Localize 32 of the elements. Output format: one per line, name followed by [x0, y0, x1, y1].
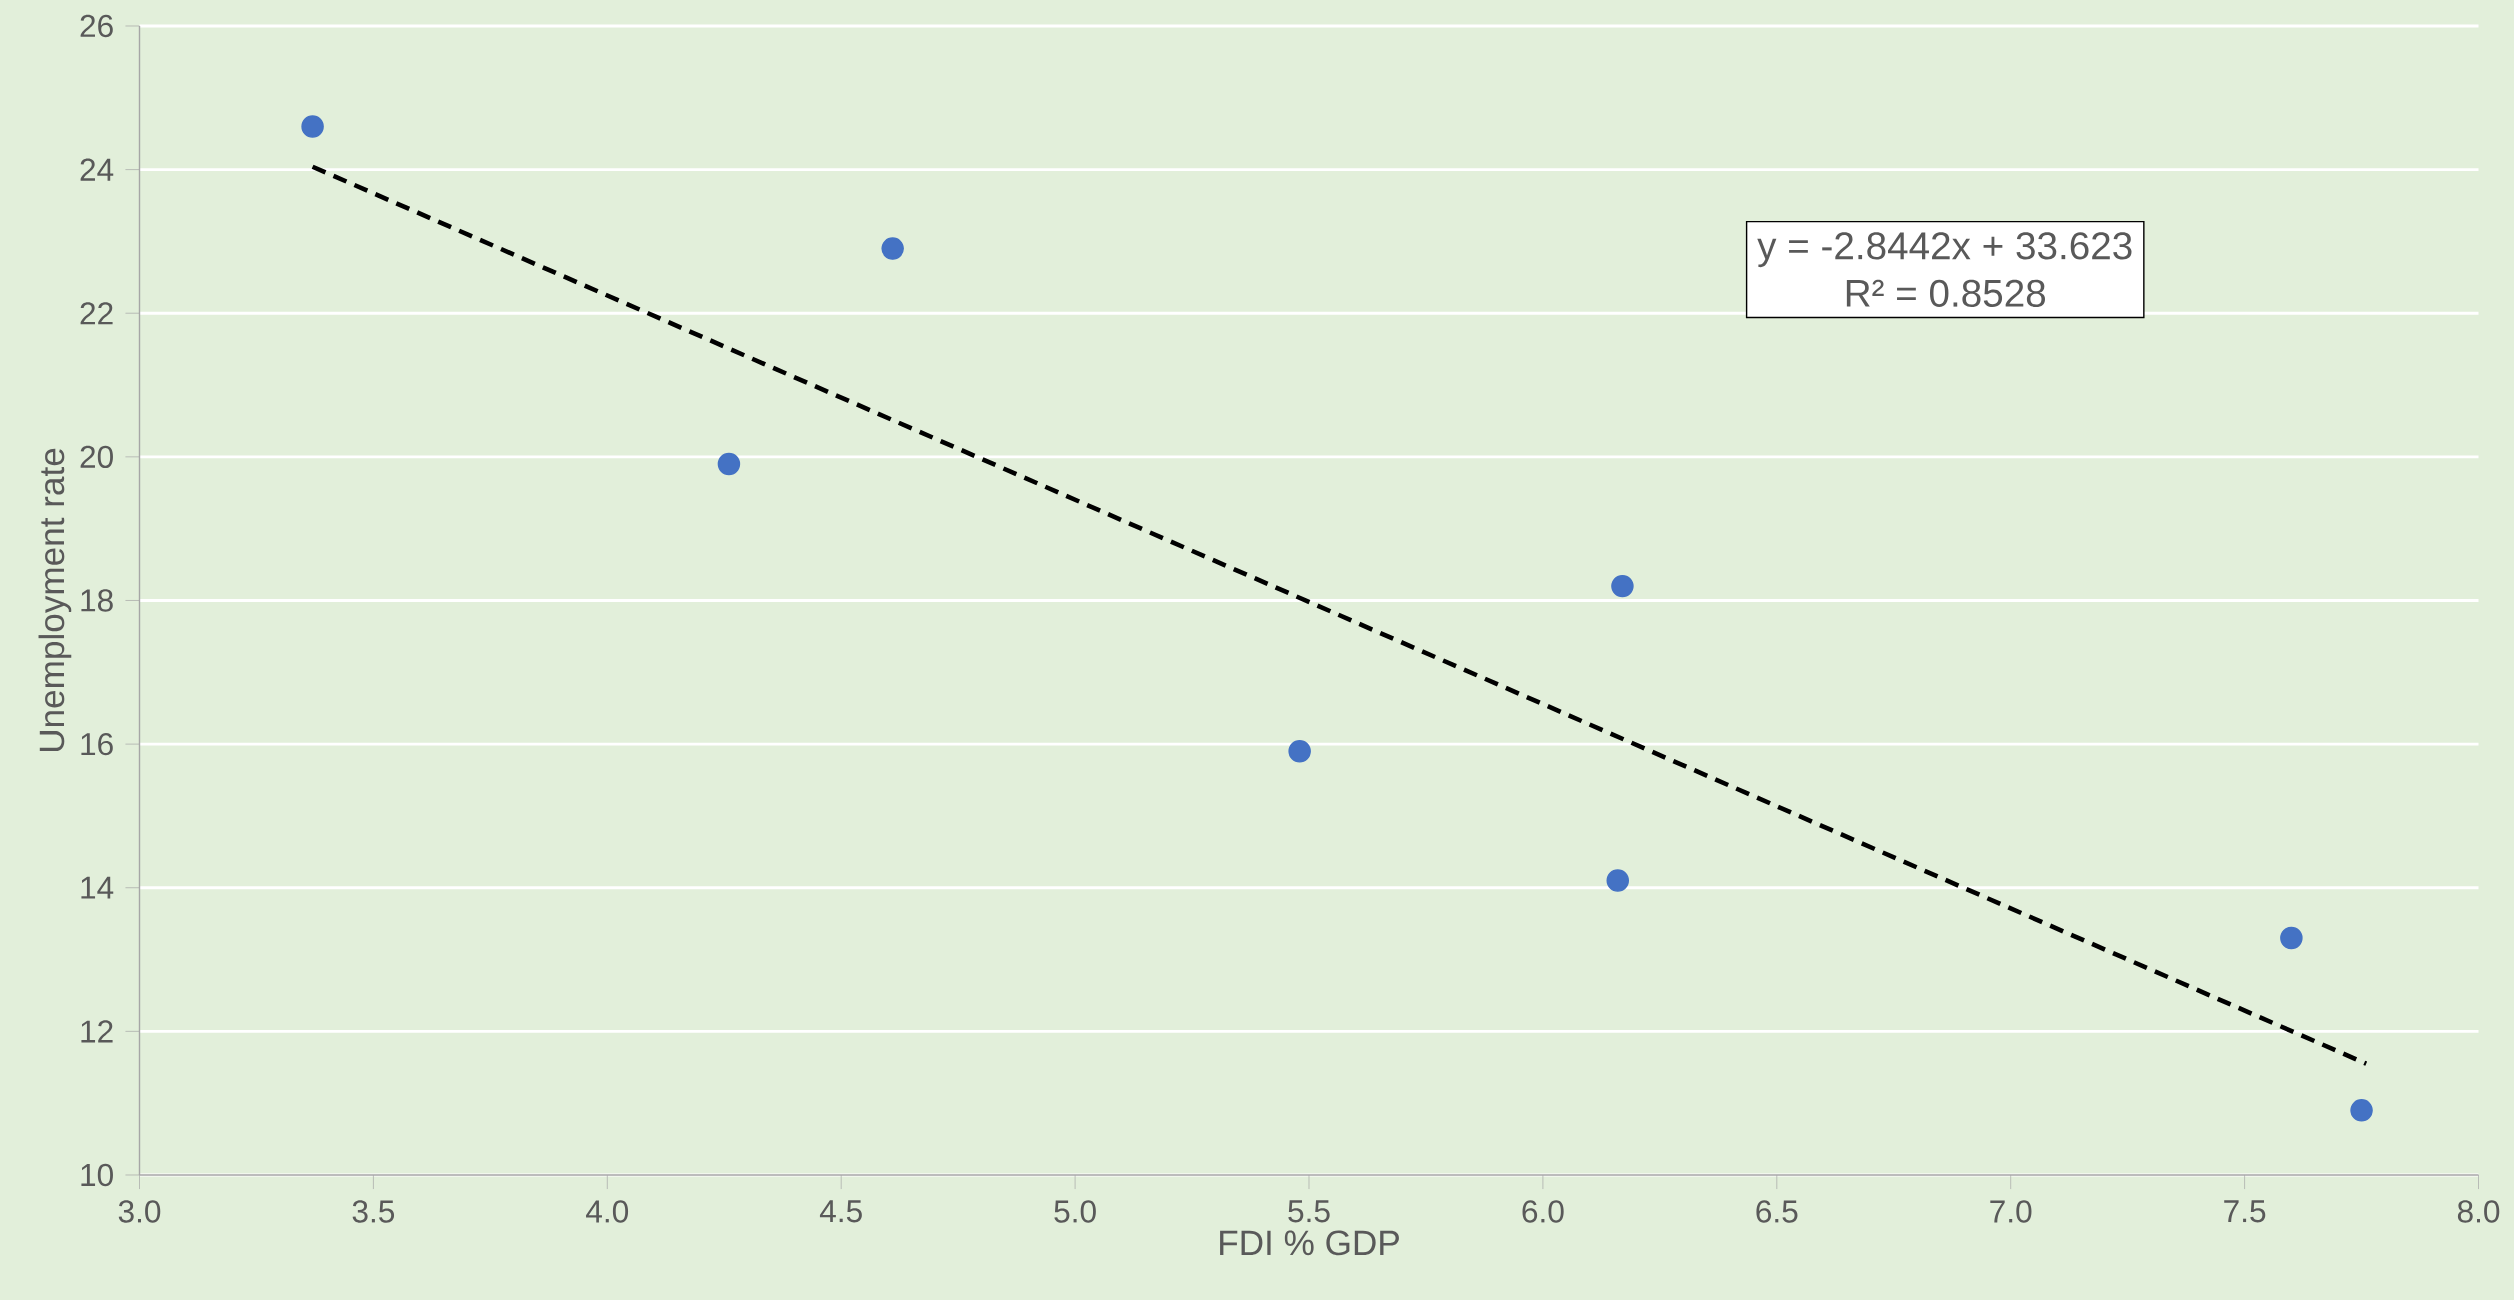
x-tick-label: 5.5	[1288, 1200, 1330, 1223]
x-tick-label: 5.0	[1054, 1200, 1096, 1223]
x-tick-label: 8.0	[2457, 1200, 2500, 1223]
y-tick-label: 10	[81, 1163, 113, 1187]
annotation: y = -2.8442x + 33.623	[1757, 232, 2132, 268]
y-tick-label: 26	[80, 14, 113, 38]
y-tick-label: 18	[81, 589, 113, 612]
x-tick-label: 7.5	[2224, 1200, 2266, 1223]
point	[1611, 574, 1634, 598]
y-tick-label: 22	[80, 302, 113, 325]
y-tick-label: 24	[80, 158, 114, 181]
point	[2280, 926, 2303, 950]
point	[717, 452, 741, 476]
y-tick-label: 12	[81, 1020, 113, 1043]
y-axis-title: Unemployment rate	[38, 448, 72, 752]
x-tick-label: 3.0	[118, 1200, 161, 1223]
y-tick-label: 16	[81, 732, 113, 756]
x-tick-label: 4.0	[586, 1200, 629, 1223]
y-tick-label: 20	[80, 445, 113, 469]
annotation: R² = 0.8528	[1846, 279, 2046, 307]
x-tick-label: 3.5	[352, 1200, 395, 1223]
y-tick-label: 14	[81, 876, 114, 899]
point	[301, 115, 324, 138]
x-tick-label: 7.0	[1990, 1200, 2032, 1223]
x-tick-label: 4.5	[819, 1200, 862, 1223]
point	[1606, 869, 1630, 892]
point	[1288, 740, 1311, 763]
point	[881, 237, 904, 260]
x-axis-title: FDI % GDP	[1220, 1230, 1399, 1256]
x-tick-label: 6.0	[1522, 1200, 1564, 1223]
x-tick-label: 6.5	[1756, 1200, 1798, 1223]
point	[2350, 1099, 2373, 1122]
